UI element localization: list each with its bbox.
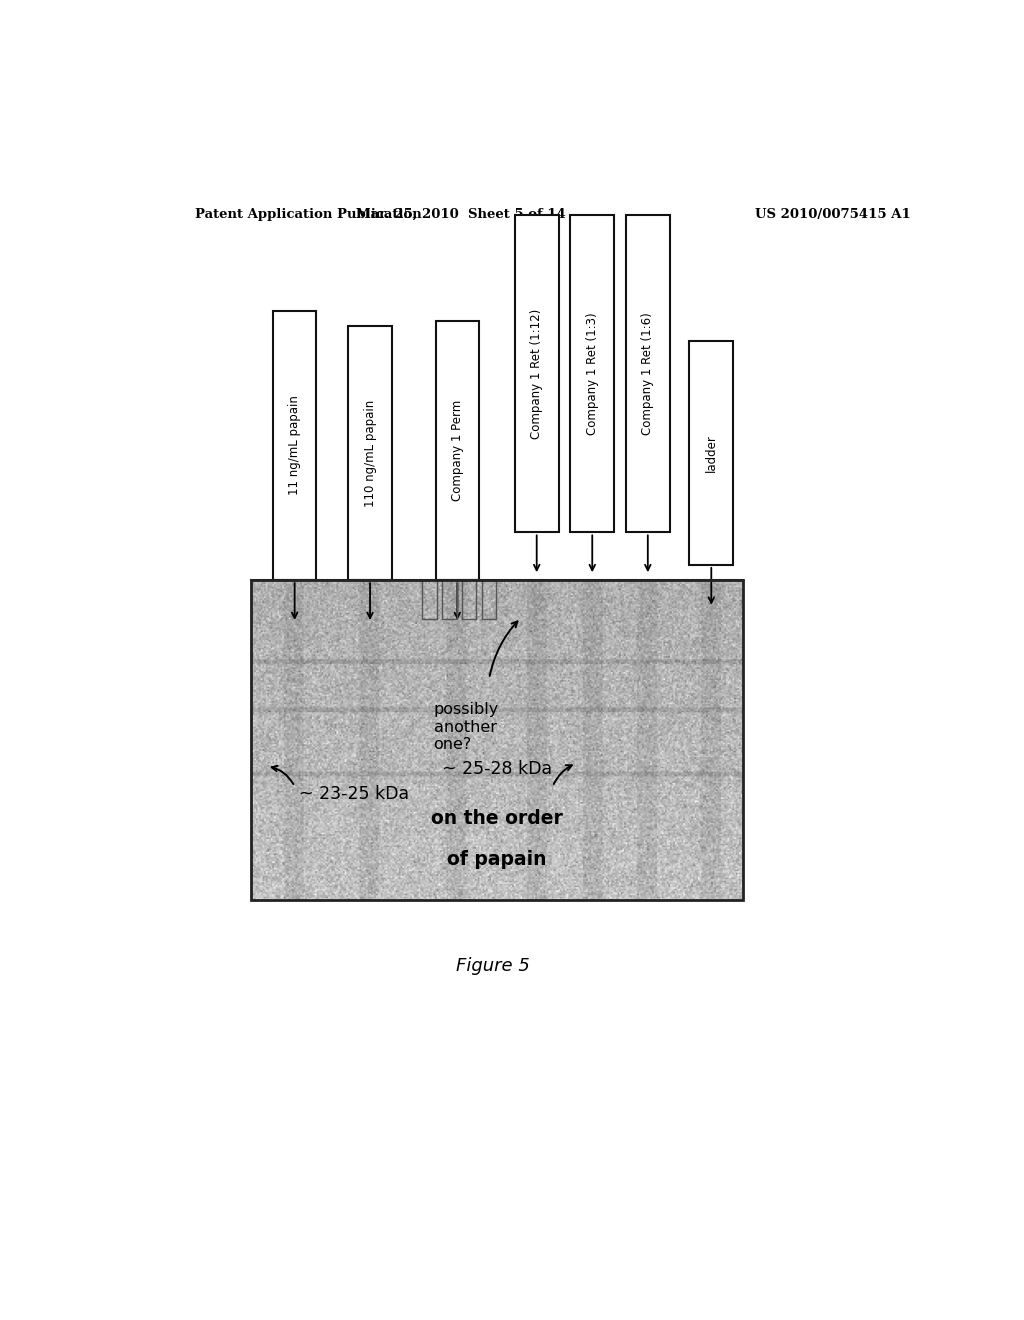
Text: ladder: ladder <box>705 434 718 473</box>
Text: ~ 25-28 kDa: ~ 25-28 kDa <box>442 760 552 779</box>
Text: Company 1 Ret (1:6): Company 1 Ret (1:6) <box>641 313 654 436</box>
Text: Mar. 25, 2010  Sheet 5 of 14: Mar. 25, 2010 Sheet 5 of 14 <box>356 207 566 220</box>
Bar <box>626 215 670 532</box>
Text: Company 1 Ret (1:12): Company 1 Ret (1:12) <box>530 309 543 440</box>
Bar <box>570 215 614 532</box>
Bar <box>348 326 392 581</box>
Text: 110 ng/mL papain: 110 ng/mL papain <box>364 400 377 507</box>
Text: Figure 5: Figure 5 <box>456 957 530 975</box>
Bar <box>272 312 316 581</box>
Text: Company 1 Perm: Company 1 Perm <box>451 400 464 502</box>
Text: on the order: on the order <box>431 809 563 828</box>
Text: ~ 23-25 kDa: ~ 23-25 kDa <box>299 784 409 803</box>
Text: of papain: of papain <box>447 850 547 869</box>
Text: Company 1 Ret (1:3): Company 1 Ret (1:3) <box>586 313 599 436</box>
Text: 11 ng/mL papain: 11 ng/mL papain <box>288 396 301 495</box>
Text: possibly
another
one?: possibly another one? <box>433 702 499 752</box>
Text: US 2010/0075415 A1: US 2010/0075415 A1 <box>755 207 910 220</box>
Bar <box>435 321 479 581</box>
Bar <box>515 215 558 532</box>
Bar <box>689 342 733 565</box>
Bar <box>251 581 743 900</box>
Text: Patent Application Publication: Patent Application Publication <box>196 207 422 220</box>
